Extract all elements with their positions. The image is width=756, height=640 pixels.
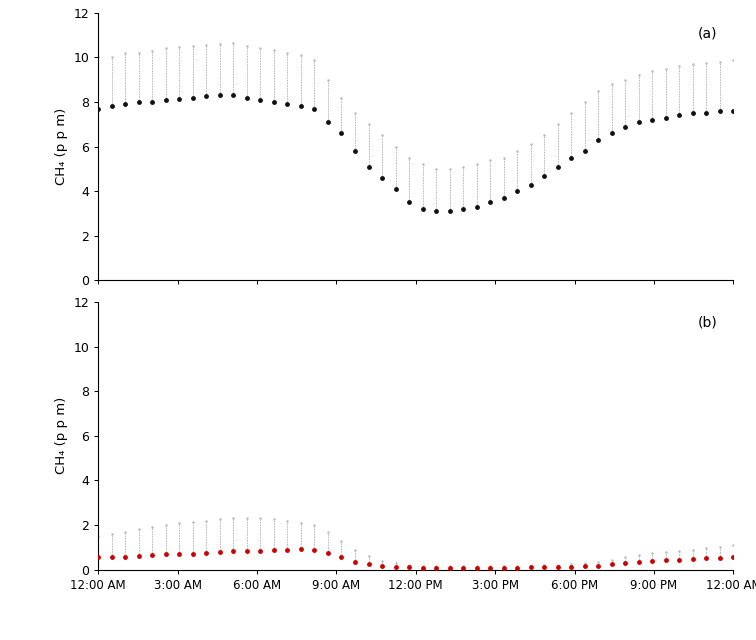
Text: (b): (b) xyxy=(698,316,717,330)
Text: (a): (a) xyxy=(698,26,717,40)
Y-axis label: CH₄ (p p m): CH₄ (p p m) xyxy=(55,108,68,185)
Y-axis label: CH₄ (p p m): CH₄ (p p m) xyxy=(55,397,68,474)
